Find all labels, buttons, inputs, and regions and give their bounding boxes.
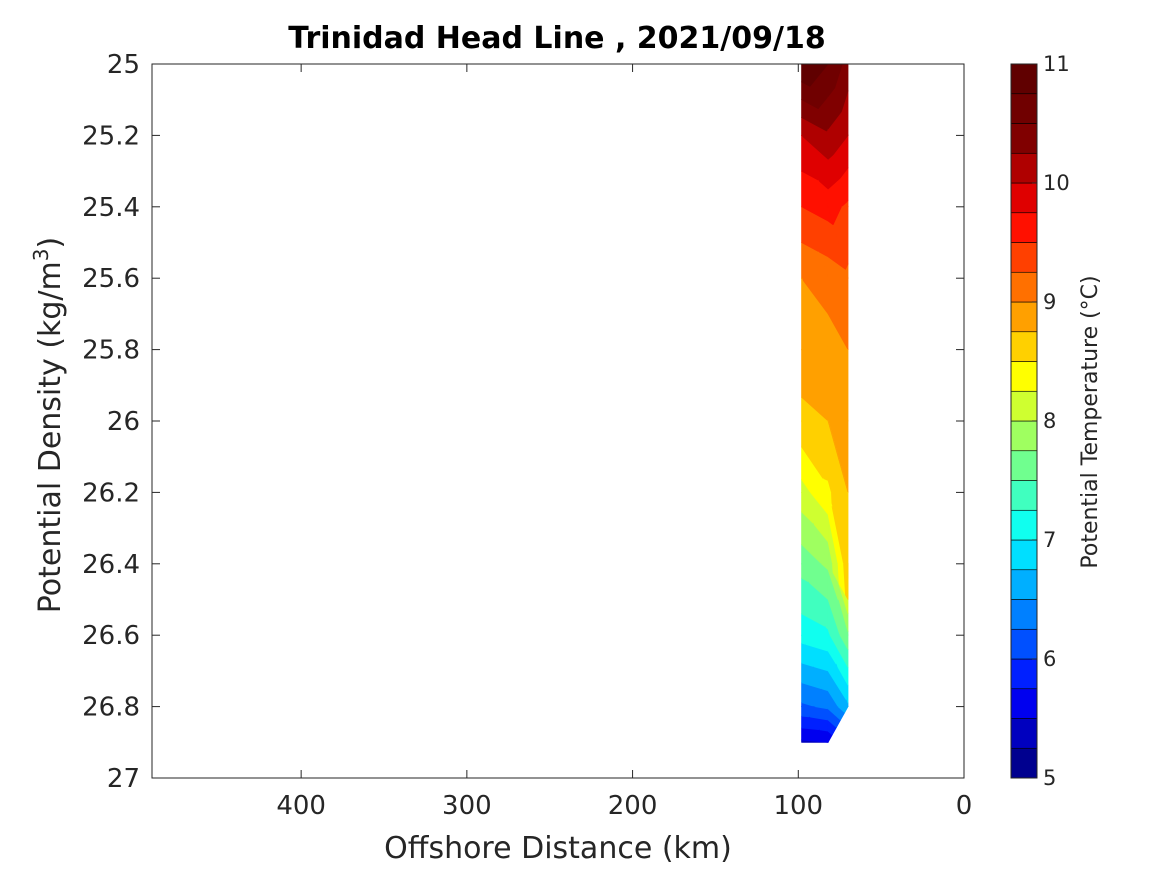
x-tick-label: 200	[608, 791, 658, 821]
contour-band	[827, 634, 837, 665]
colorbar-segment	[1010, 658, 1038, 690]
colorbar-label: Potential Temperature (°C)	[1078, 275, 1103, 568]
y-tick-label: 25.2	[82, 121, 140, 151]
y-axis-label-close: )	[33, 237, 68, 249]
colorbar-segments	[1010, 63, 1038, 779]
contour-band	[801, 563, 809, 583]
colorbar-segment	[1010, 361, 1038, 392]
colorbar-segment	[1010, 212, 1038, 243]
y-tick-label: 25.4	[82, 193, 140, 223]
x-tick-label: 100	[773, 791, 823, 821]
colorbar: 5 6 7 8 9 10 11	[1010, 52, 1070, 790]
contour-band	[827, 706, 846, 721]
colorbar-tick-label: 5	[1043, 766, 1056, 790]
contour-band	[801, 206, 819, 252]
colorbar-ticks: 5 6 7 8 9 10 11	[1032, 52, 1070, 790]
contour-band	[801, 491, 814, 524]
colorbar-tick-label: 7	[1043, 528, 1056, 552]
colorbar-segment	[1010, 509, 1038, 541]
contour-band	[801, 634, 806, 645]
colorbar-segment	[1010, 420, 1038, 452]
contour-band	[801, 420, 824, 479]
y-tick-label: 26.8	[82, 693, 140, 723]
y-axis-label: Potential Density (kg/m3)	[29, 237, 68, 613]
colorbar-segment	[1010, 718, 1038, 749]
contour-band	[827, 134, 834, 160]
x-tick-label: 0	[956, 791, 973, 821]
contour-band	[827, 206, 834, 226]
y-tick-label: 25	[107, 50, 140, 80]
y-tick-label: 25.6	[82, 264, 140, 294]
colorbar-segment	[1010, 688, 1038, 719]
colorbar-segment	[1010, 569, 1038, 600]
colorbar-segment	[1010, 450, 1038, 481]
colorbar-segment	[1010, 390, 1038, 422]
chart-title: Trinidad Head Line , 2021/09/18	[288, 21, 825, 56]
y-tick-label: 27	[107, 764, 140, 794]
colorbar-tick-label: 11	[1043, 52, 1070, 76]
contour-band	[827, 563, 839, 600]
y-tick-label: 26	[107, 407, 140, 437]
colorbar-segment	[1010, 331, 1038, 362]
colorbar-tick-label: 6	[1043, 647, 1056, 671]
colorbar-segment	[1010, 301, 1038, 333]
colorbar-segment	[1010, 539, 1038, 571]
contour-band	[839, 634, 849, 650]
colorbar-segment	[1010, 123, 1038, 154]
contour-band	[843, 563, 849, 600]
colorbar-segment	[1010, 152, 1038, 184]
y-tick-label: 25.8	[82, 336, 140, 366]
x-axis-label: Offshore Distance (km)	[384, 831, 732, 866]
contour-band	[827, 63, 836, 97]
contour-fill-layer	[801, 63, 849, 743]
x-tick-label: 300	[442, 791, 492, 821]
contour-band	[801, 349, 829, 422]
x-tick-label: 400	[276, 791, 326, 821]
colorbar-segment	[1010, 747, 1038, 779]
colorbar-segment	[1010, 480, 1038, 511]
y-tick-label: 26.6	[82, 621, 140, 651]
contour-band	[837, 706, 849, 713]
y-axis-ticks: 25 25.2 25.4 25.6 25.8 26 26.2 26.4 26.6 26.8 27	[82, 50, 964, 794]
colorbar-tick-label: 9	[1043, 290, 1056, 314]
contour-band	[801, 706, 810, 718]
colorbar-segment	[1010, 599, 1038, 630]
x-axis-ticks: 400 300 200 100 0	[276, 64, 972, 821]
colorbar-segment	[1010, 628, 1038, 660]
y-axis-label-main: Potential Density (kg/m	[33, 261, 68, 613]
contour-band	[801, 63, 811, 87]
colorbar-segment	[1010, 271, 1038, 303]
y-axis-label-superscript: 3	[29, 248, 53, 261]
y-tick-label: 26.2	[82, 478, 140, 508]
colorbar-tick-label: 10	[1043, 171, 1070, 195]
y-tick-label: 26.4	[82, 550, 140, 580]
colorbar-segment	[1010, 93, 1038, 124]
colorbar-tick-label: 8	[1043, 409, 1056, 433]
colorbar-segment	[1010, 63, 1038, 95]
colorbar-segment	[1010, 182, 1038, 214]
colorbar-segment	[1010, 242, 1038, 273]
contour-band	[801, 134, 819, 181]
contour-band	[827, 277, 849, 351]
plot-area: 400 300 200 100 0 25 25.2 25.4 25.6 25.8 26 26.2 26…	[82, 50, 972, 821]
